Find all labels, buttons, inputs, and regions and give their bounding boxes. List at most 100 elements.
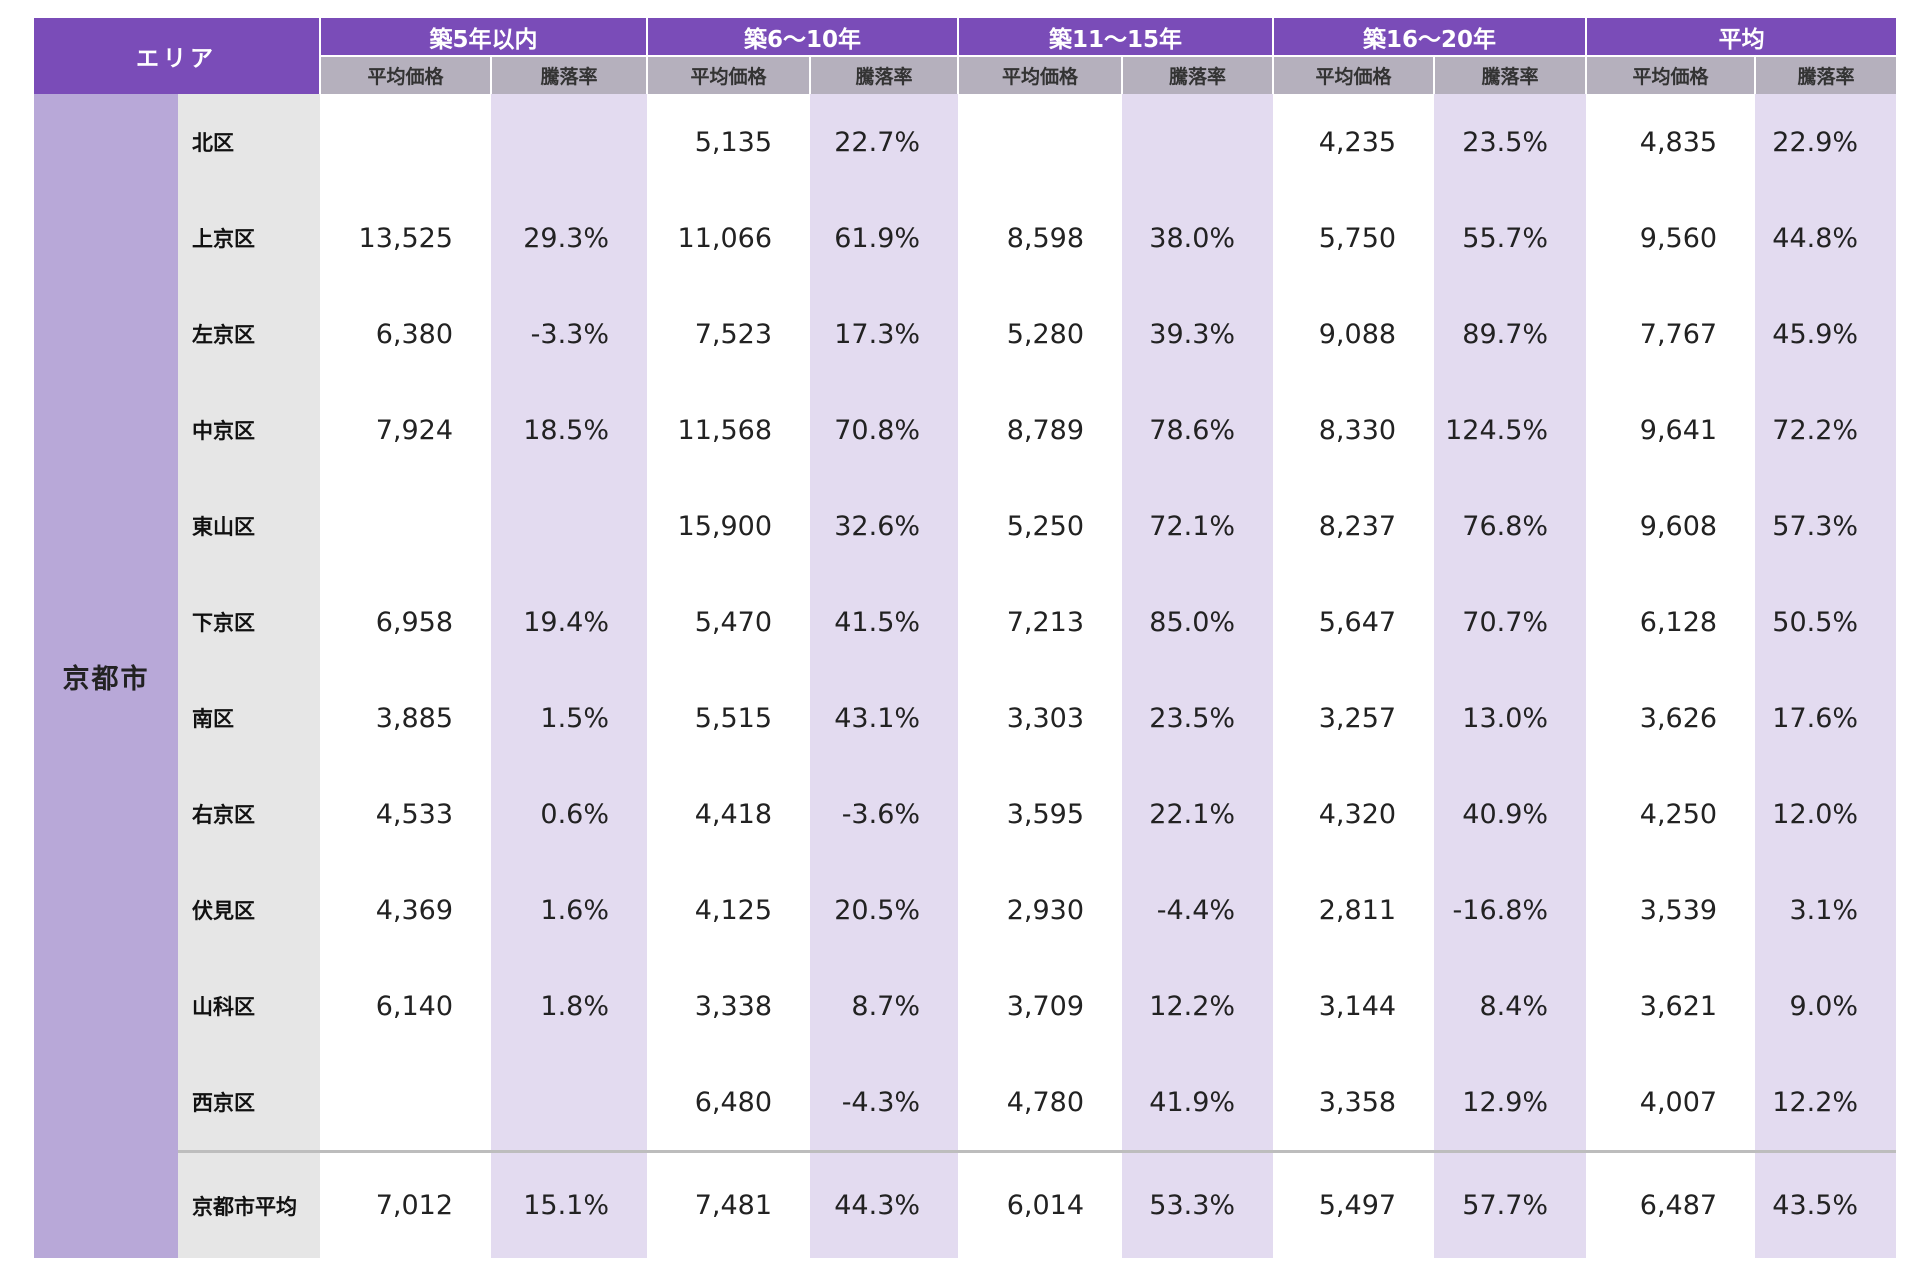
price-cell: 8,237 bbox=[1273, 478, 1435, 574]
rate-cell: 55.7% bbox=[1434, 190, 1587, 286]
table-row: 山科区 6,140 1.8% 3,338 8.7% 3,709 12.2% 3,144 8.4%… bbox=[34, 958, 1897, 1054]
ward-name: 中京区 bbox=[178, 382, 320, 478]
price-header: 平均価格 bbox=[958, 55, 1124, 94]
ward-name: 南区 bbox=[178, 670, 320, 766]
table-row: 西京区 6,480 -4.3% 4,780 41.9% 3,358 12.9% 4,007 12… bbox=[34, 1054, 1897, 1152]
rate-cell: 12.0% bbox=[1755, 766, 1897, 862]
rate-cell: 17.3% bbox=[810, 286, 959, 382]
rate-cell: 1.8% bbox=[491, 958, 648, 1054]
price-cell: 11,066 bbox=[647, 190, 811, 286]
rate-cell: 50.5% bbox=[1755, 574, 1897, 670]
rate-cell: 17.6% bbox=[1755, 670, 1897, 766]
header-row-groups: エリア 築5年以内 築6〜10年 築11〜15年 築16〜20年 平均 bbox=[34, 18, 1897, 94]
price-header: 平均価格 bbox=[1586, 55, 1757, 94]
rate-cell: 12.2% bbox=[1122, 958, 1274, 1054]
ward-name: 左京区 bbox=[178, 286, 320, 382]
price-header: 平均価格 bbox=[320, 55, 492, 94]
rate-cell: 39.3% bbox=[1122, 286, 1274, 382]
price-cell: 7,523 bbox=[647, 286, 811, 382]
ward-name: 右京区 bbox=[178, 766, 320, 862]
rate-cell: 0.6% bbox=[491, 766, 648, 862]
rate-cell: 43.1% bbox=[810, 670, 959, 766]
table-body: 京都市 北区 5,135 22.7% 4,235 23.5% 4,835 22.9% 上京区 13… bbox=[34, 94, 1897, 1258]
table-row: 右京区 4,533 0.6% 4,418 -3.6% 3,595 22.1% 4,320 40.… bbox=[34, 766, 1897, 862]
rate-cell bbox=[491, 478, 648, 574]
ward-name: 東山区 bbox=[178, 478, 320, 574]
price-cell: 4,418 bbox=[647, 766, 811, 862]
rate-cell: 12.9% bbox=[1434, 1054, 1587, 1152]
price-cell: 5,647 bbox=[1273, 574, 1435, 670]
price-cell: 7,213 bbox=[958, 574, 1123, 670]
rate-cell: 18.5% bbox=[491, 382, 648, 478]
rate-cell: 23.5% bbox=[1122, 670, 1274, 766]
rate-header: 騰落率 bbox=[1122, 55, 1275, 94]
price-cell: 9,608 bbox=[1586, 478, 1756, 574]
price-cell: 6,014 bbox=[958, 1150, 1123, 1258]
rate-cell: 1.6% bbox=[491, 862, 648, 958]
rate-cell: 3.1% bbox=[1755, 862, 1897, 958]
average-label: 京都市平均 bbox=[178, 1150, 320, 1258]
price-cell: 8,598 bbox=[958, 190, 1123, 286]
rate-cell: 41.5% bbox=[810, 574, 959, 670]
price-cell: 4,533 bbox=[320, 766, 491, 862]
price-cell: 5,280 bbox=[958, 286, 1123, 382]
ward-name: 伏見区 bbox=[178, 862, 320, 958]
rate-cell: 22.9% bbox=[1755, 94, 1897, 190]
rate-cell: 15.1% bbox=[491, 1150, 648, 1258]
price-cell bbox=[320, 94, 491, 190]
price-cell: 3,709 bbox=[958, 958, 1123, 1054]
table-row: 南区 3,885 1.5% 5,515 43.1% 3,303 23.5% 3,257 13.0… bbox=[34, 670, 1897, 766]
rate-cell: -4.3% bbox=[810, 1054, 959, 1152]
price-cell bbox=[320, 1054, 491, 1152]
price-table-container: エリア 築5年以内 築6〜10年 築11〜15年 築16〜20年 平均 平均価格… bbox=[34, 18, 1897, 1258]
rate-cell: 19.4% bbox=[491, 574, 648, 670]
price-cell: 3,257 bbox=[1273, 670, 1435, 766]
price-cell: 4,250 bbox=[1586, 766, 1756, 862]
table-row: 中京区 7,924 18.5% 11,568 70.8% 8,789 78.6% 8,330 1… bbox=[34, 382, 1897, 478]
price-cell bbox=[320, 478, 491, 574]
rate-header: 騰落率 bbox=[1434, 55, 1588, 94]
table-row-average: 京都市平均 7,012 15.1% 7,481 44.3% 6,014 53.3% 5,497… bbox=[34, 1150, 1897, 1258]
price-cell: 3,539 bbox=[1586, 862, 1756, 958]
rate-cell: 8.7% bbox=[810, 958, 959, 1054]
rate-cell: 20.5% bbox=[810, 862, 959, 958]
rate-header: 騰落率 bbox=[810, 55, 960, 94]
ward-name: 北区 bbox=[178, 94, 320, 190]
price-cell: 3,621 bbox=[1586, 958, 1756, 1054]
table-header: エリア 築5年以内 築6〜10年 築11〜15年 築16〜20年 平均 平均価格… bbox=[34, 18, 1897, 94]
rate-cell: 43.5% bbox=[1755, 1150, 1897, 1258]
price-cell: 15,900 bbox=[647, 478, 811, 574]
price-cell: 4,320 bbox=[1273, 766, 1435, 862]
rate-cell: -4.4% bbox=[1122, 862, 1274, 958]
price-cell: 4,369 bbox=[320, 862, 491, 958]
rate-cell bbox=[1122, 94, 1274, 190]
price-cell: 7,767 bbox=[1586, 286, 1756, 382]
table-row: 伏見区 4,369 1.6% 4,125 20.5% 2,930 -4.4% 2,811 -16… bbox=[34, 862, 1897, 958]
price-cell: 9,641 bbox=[1586, 382, 1756, 478]
rate-cell: 44.8% bbox=[1755, 190, 1897, 286]
rate-cell bbox=[491, 1054, 648, 1152]
ward-name: 上京区 bbox=[178, 190, 320, 286]
ward-name: 西京区 bbox=[178, 1054, 320, 1152]
price-cell: 4,007 bbox=[1586, 1054, 1756, 1152]
table-row: 京都市 北区 5,135 22.7% 4,235 23.5% 4,835 22.9% bbox=[34, 94, 1897, 1258]
rate-cell: 124.5% bbox=[1434, 382, 1587, 478]
rate-cell: 70.7% bbox=[1434, 574, 1587, 670]
rate-cell: 23.5% bbox=[1434, 94, 1587, 190]
price-cell: 3,144 bbox=[1273, 958, 1435, 1054]
price-cell: 4,780 bbox=[958, 1054, 1123, 1152]
group-header-average: 平均 bbox=[1586, 18, 1897, 56]
price-cell: 5,497 bbox=[1273, 1150, 1435, 1258]
price-cell: 2,811 bbox=[1273, 862, 1435, 958]
group-header-11-15-years: 築11〜15年 bbox=[958, 18, 1275, 56]
table-row: 左京区 6,380 -3.3% 7,523 17.3% 5,280 39.3% 9,088 89… bbox=[34, 286, 1897, 382]
rate-cell: 32.6% bbox=[810, 478, 959, 574]
price-change-table: エリア 築5年以内 築6〜10年 築11〜15年 築16〜20年 平均 平均価格… bbox=[34, 18, 1897, 1258]
group-header-6-10-years: 築6〜10年 bbox=[647, 18, 960, 56]
table-row: 下京区 6,958 19.4% 5,470 41.5% 7,213 85.0% 5,647 70… bbox=[34, 574, 1897, 670]
price-cell bbox=[958, 94, 1123, 190]
price-cell: 2,930 bbox=[958, 862, 1123, 958]
rate-cell: 70.8% bbox=[810, 382, 959, 478]
rate-cell: 57.7% bbox=[1434, 1150, 1587, 1258]
price-cell: 3,338 bbox=[647, 958, 811, 1054]
